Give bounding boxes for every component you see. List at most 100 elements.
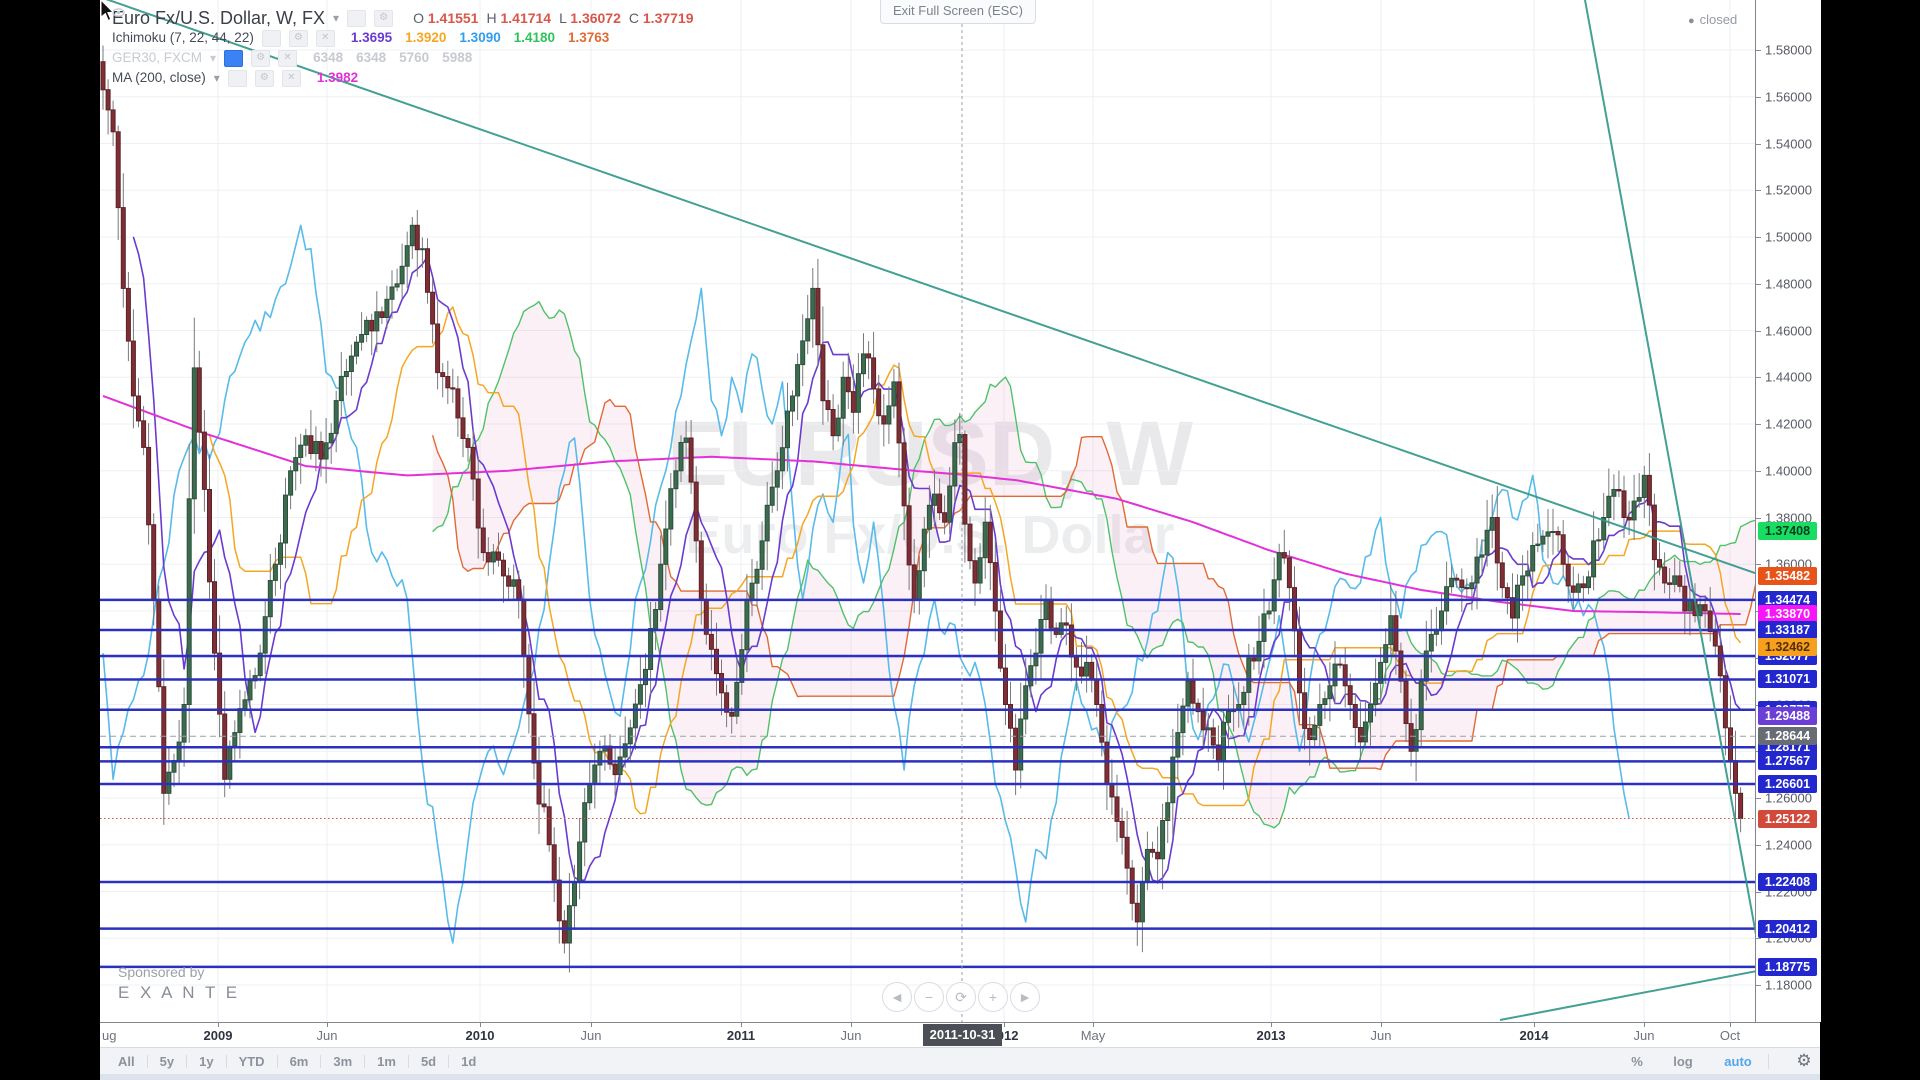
time-tick: [218, 1023, 219, 1027]
time-axis[interactable]: ug2009Jun2010Jun2011Jun2012May2013Jun201…: [100, 1022, 1820, 1048]
time-axis-label: Jun: [581, 1028, 602, 1043]
chevron-down-icon[interactable]: ▾: [210, 48, 216, 68]
price-tick-label: 1.18000: [1765, 978, 1812, 993]
price-tag: 1.29488: [1758, 707, 1817, 725]
ohlc-key: L: [559, 10, 566, 26]
scale-log-button[interactable]: log: [1673, 1048, 1693, 1075]
price-chart-svg[interactable]: [100, 0, 1755, 1022]
time-axis-label: 2013: [1257, 1028, 1286, 1043]
price-axis[interactable]: 1.580001.560001.540001.520001.500001.480…: [1755, 0, 1821, 1022]
price-tick: [1756, 985, 1761, 986]
eye-icon[interactable]: [228, 70, 247, 87]
price-tag: 1.20412: [1758, 920, 1817, 938]
range-1y-button[interactable]: 1y: [187, 1054, 225, 1069]
range-ytd-button[interactable]: YTD: [227, 1054, 277, 1069]
close-icon[interactable]: ✕: [278, 50, 297, 67]
indicator-name[interactable]: Ichimoku (7, 22, 44, 22): [112, 28, 254, 48]
price-tag: 1.18775: [1758, 958, 1817, 976]
symbol-legend-row: Euro Fx/U.S. Dollar, W, FX ▾ ⚙ O 1.41551…: [112, 8, 694, 28]
indicator-value: 1.3695: [351, 28, 392, 48]
status-dot-icon: ●: [1688, 15, 1695, 27]
price-tick: [1756, 331, 1761, 332]
pan-right-button[interactable]: ►: [1010, 982, 1040, 1012]
chart-plot-area[interactable]: EURUSD, W Euro Fx/U.S. Dollar Euro Fx/U.…: [100, 0, 1755, 1022]
eye-icon[interactable]: [262, 30, 281, 47]
price-tick-label: 1.58000: [1765, 43, 1812, 58]
price-tick: [1756, 144, 1761, 145]
range-5y-button[interactable]: 5y: [148, 1054, 186, 1069]
price-tick-label: 1.50000: [1765, 230, 1812, 245]
indicator-name[interactable]: GER30, FXCM: [112, 48, 202, 68]
scale-%-button[interactable]: %: [1631, 1048, 1643, 1075]
pan-left-button[interactable]: ◄: [882, 982, 912, 1012]
range-5d-button[interactable]: 5d: [409, 1054, 448, 1069]
range-6m-button[interactable]: 6m: [278, 1054, 321, 1069]
indicator-row: Ichimoku (7, 22, 44, 22) ⚙ ✕ 1.3695 1.3920…: [112, 28, 694, 48]
indicator-row: GER30, FXCM ▾ ⚙✕ 6348634857605988: [112, 48, 694, 68]
price-tag: 1.32462: [1758, 638, 1817, 656]
eye-icon[interactable]: [224, 50, 243, 67]
range-3m-button[interactable]: 3m: [321, 1054, 364, 1069]
zoom-out-button[interactable]: −: [914, 982, 944, 1012]
symbol-title[interactable]: Euro Fx/U.S. Dollar, W, FX: [112, 8, 325, 28]
time-tick: [1534, 1023, 1535, 1027]
time-tick: [851, 1023, 852, 1027]
price-tag: 1.31071: [1758, 670, 1817, 688]
time-tick: [327, 1023, 328, 1027]
price-tick-label: 1.46000: [1765, 323, 1812, 338]
time-tick: [741, 1023, 742, 1027]
chart-nav-buttons: ◄−⟳+►: [882, 982, 1040, 1012]
ohlc-value: 1.41551: [428, 10, 479, 26]
indicator-value: 6348: [313, 48, 343, 68]
axis-settings-gear-icon[interactable]: ⚙: [1788, 1047, 1820, 1074]
gear-icon[interactable]: ⚙: [255, 70, 274, 87]
time-tick: [1004, 1023, 1005, 1027]
time-tick: [1730, 1023, 1731, 1027]
range-1m-button[interactable]: 1m: [365, 1054, 408, 1069]
eye-icon[interactable]: [347, 10, 366, 27]
zoom-in-button[interactable]: +: [978, 982, 1008, 1012]
bottom-toolbar: All5y1yYTD6m3m1m5d1d % log auto: [100, 1047, 1820, 1075]
time-axis-label: 2014: [1520, 1028, 1549, 1043]
price-tick: [1756, 377, 1761, 378]
ohlc-value: 1.36072: [570, 10, 621, 26]
close-icon[interactable]: ✕: [282, 70, 301, 87]
time-tick: [1271, 1023, 1272, 1027]
gear-icon[interactable]: ⚙: [251, 50, 270, 67]
price-tick: [1756, 237, 1761, 238]
close-icon[interactable]: ✕: [316, 30, 335, 47]
price-tag: 1.26601: [1758, 775, 1817, 793]
price-tick-label: 1.54000: [1765, 136, 1812, 151]
chevron-down-icon[interactable]: ▾: [214, 68, 220, 88]
gear-icon[interactable]: ⚙: [289, 30, 308, 47]
price-tick: [1756, 845, 1761, 846]
chevron-down-icon[interactable]: ▾: [333, 8, 339, 28]
crosshair-date-tooltip: 2011-10-31: [923, 1024, 1002, 1046]
price-tick: [1756, 424, 1761, 425]
price-tick: [1756, 471, 1761, 472]
ohlc-values: O 1.41551H 1.41714L 1.36072C 1.37719: [413, 8, 693, 28]
price-tick-label: 1.42000: [1765, 417, 1812, 432]
indicator-row: MA (200, close) ▾ ⚙✕ 1.3982: [112, 68, 694, 88]
price-tick: [1756, 892, 1761, 893]
price-tag: 1.35482: [1758, 567, 1817, 585]
range-all-button[interactable]: All: [106, 1054, 147, 1069]
price-tick-label: 1.52000: [1765, 183, 1812, 198]
price-tick: [1756, 938, 1761, 939]
range-1d-button[interactable]: 1d: [449, 1054, 488, 1069]
bottom-strip: [100, 1074, 1820, 1080]
indicator-name[interactable]: MA (200, close): [112, 68, 206, 88]
indicator-value: 1.3090: [459, 28, 500, 48]
indicator-value: 1.3920: [405, 28, 446, 48]
price-tick-label: 1.48000: [1765, 276, 1812, 291]
price-tag: 1.37408: [1758, 522, 1817, 540]
time-axis-label: Jun: [317, 1028, 338, 1043]
ohlc-key: C: [629, 10, 639, 26]
reset-zoom-button[interactable]: ⟳: [946, 982, 976, 1012]
scale-auto-button[interactable]: auto: [1724, 1048, 1751, 1075]
indicator-value: 5760: [399, 48, 429, 68]
market-status-text: closed: [1700, 12, 1738, 27]
time-axis-label: 2009: [204, 1028, 233, 1043]
gear-icon[interactable]: ⚙: [374, 10, 393, 27]
time-axis-label: Jun: [1634, 1028, 1655, 1043]
